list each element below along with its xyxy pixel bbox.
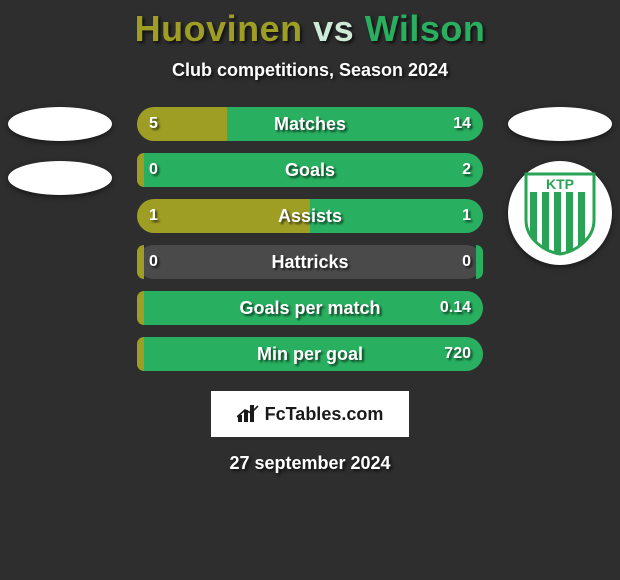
title-vs: vs	[313, 8, 354, 49]
bar-row: Hattricks00	[137, 245, 483, 279]
bar-row: Assists11	[137, 199, 483, 233]
club-badge-left-1	[8, 107, 112, 141]
bar-left-fill	[137, 153, 144, 187]
title-player-right: Wilson	[365, 8, 486, 49]
page-title: Huovinen vs Wilson	[0, 0, 620, 50]
bar-row: Goals02	[137, 153, 483, 187]
attribution-badge: FcTables.com	[211, 391, 409, 437]
club-badge-left-2	[8, 161, 112, 195]
bar-left-fill	[137, 291, 144, 325]
club-badge-right-1	[508, 107, 612, 141]
bar-right-fill	[144, 337, 483, 371]
bar-right-fill	[227, 107, 483, 141]
datestamp: 27 september 2024	[0, 453, 620, 474]
bar-left-fill	[137, 337, 144, 371]
bar-left-fill	[137, 245, 144, 279]
bar-right-fill	[144, 291, 483, 325]
title-player-left: Huovinen	[135, 8, 303, 49]
club-badge-right-2: KTP	[508, 161, 612, 265]
bar-row: Matches514	[137, 107, 483, 141]
infographic: Huovinen vs Wilson Club competitions, Se…	[0, 0, 620, 580]
bar-track	[137, 245, 483, 279]
bar-left-fill	[137, 199, 310, 233]
bar-row: Min per goal720	[137, 337, 483, 371]
bar-row: Goals per match0.14	[137, 291, 483, 325]
bars-icon	[237, 405, 259, 423]
bar-right-fill	[310, 199, 483, 233]
subtitle: Club competitions, Season 2024	[0, 60, 620, 81]
comparison-bars: Matches514 Goals02 Assists11 Hattricks00 Goa…	[137, 107, 483, 371]
comparison-area: KTP Matches514 Goals02 Assists11 Hattricks0…	[0, 107, 620, 371]
bar-right-fill	[144, 153, 483, 187]
ktp-crest-icon: KTP	[522, 170, 598, 256]
bar-left-fill	[137, 107, 227, 141]
attribution-text: FcTables.com	[265, 404, 384, 425]
bar-right-fill	[476, 245, 483, 279]
ktp-crest-text: KTP	[546, 176, 574, 192]
